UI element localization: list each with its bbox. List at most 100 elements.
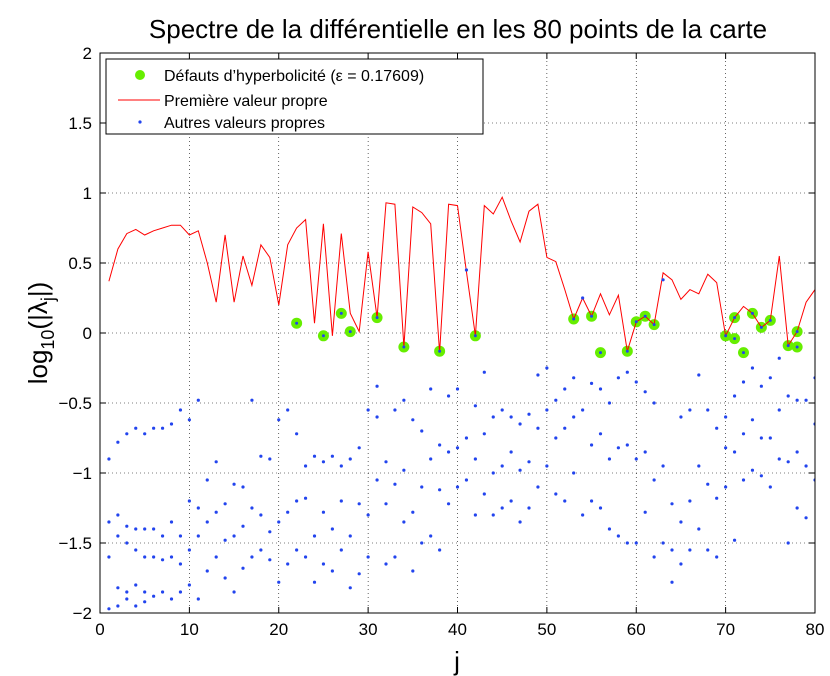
defect-center-point <box>768 318 772 322</box>
other-eigenvalue-point <box>241 566 245 570</box>
other-eigenvalue-point <box>706 548 710 552</box>
other-eigenvalue-point <box>223 502 227 506</box>
other-eigenvalue-point <box>286 408 290 412</box>
other-eigenvalue-point <box>724 446 728 450</box>
other-eigenvalue-point <box>393 408 397 412</box>
other-eigenvalue-point <box>625 443 629 447</box>
other-eigenvalue-point <box>330 569 334 573</box>
other-eigenvalue-point <box>357 572 361 576</box>
other-eigenvalue-point <box>214 460 218 464</box>
other-eigenvalue-point <box>357 446 361 450</box>
x-tick-label: 30 <box>359 620 378 639</box>
other-eigenvalue-point <box>518 422 522 426</box>
other-eigenvalue-point <box>303 496 308 500</box>
other-eigenvalue-point <box>563 387 567 391</box>
other-eigenvalue-point <box>527 412 531 416</box>
other-eigenvalue-point <box>688 548 692 552</box>
other-eigenvalue-point <box>152 594 156 598</box>
other-eigenvalue-point <box>107 555 111 559</box>
other-eigenvalue-point <box>643 390 647 394</box>
other-eigenvalue-point <box>107 607 111 611</box>
other-eigenvalue-point <box>786 460 790 464</box>
other-eigenvalue-point <box>732 450 737 454</box>
defect-center-point <box>733 337 737 341</box>
other-eigenvalue-point <box>259 548 263 552</box>
other-eigenvalue-point <box>259 513 263 517</box>
other-eigenvalue-point <box>125 541 129 545</box>
legend-marker-others <box>138 120 142 124</box>
other-eigenvalue-point <box>661 464 665 468</box>
x-tick-label: 40 <box>448 620 467 639</box>
other-eigenvalue-point <box>205 520 209 524</box>
other-eigenvalue-point <box>706 408 710 412</box>
other-eigenvalue-point <box>670 548 674 552</box>
other-eigenvalue-point <box>634 380 638 384</box>
other-eigenvalue-point <box>768 485 772 489</box>
other-eigenvalue-point <box>455 387 460 391</box>
other-eigenvalue-point <box>536 426 540 430</box>
defect-center-point <box>795 330 799 334</box>
other-eigenvalue-point <box>143 600 147 604</box>
other-eigenvalue-point <box>223 538 227 542</box>
x-axis-label: j <box>453 646 460 676</box>
other-eigenvalue-point <box>581 513 585 517</box>
other-eigenvalue-point <box>160 534 165 538</box>
other-eigenvalue-point <box>536 373 540 377</box>
other-eigenvalue-point <box>795 506 799 510</box>
other-eigenvalue-point <box>581 408 585 412</box>
other-eigenvalue-point <box>750 468 755 472</box>
other-eigenvalue-point <box>241 524 245 528</box>
other-eigenvalue-point <box>214 510 218 514</box>
other-eigenvalue-point <box>321 510 326 514</box>
other-eigenvalue-point <box>205 478 209 482</box>
other-eigenvalue-point <box>491 415 495 419</box>
other-eigenvalue-point <box>295 548 299 552</box>
other-eigenvalue-point <box>554 492 558 496</box>
other-eigenvalue-point <box>750 418 755 422</box>
x-tick-label: 80 <box>806 620 825 639</box>
other-eigenvalue-point <box>482 432 486 436</box>
other-eigenvalue-point <box>545 464 549 468</box>
other-eigenvalue-point <box>697 373 701 377</box>
defect-center-point <box>348 330 352 334</box>
y-tick-label: 0.5 <box>68 254 92 273</box>
other-eigenvalue-point <box>420 485 424 489</box>
defect-center-point <box>590 314 594 318</box>
defect-center-point <box>786 344 790 348</box>
other-eigenvalue-point <box>384 460 388 464</box>
other-eigenvalue-point <box>321 562 326 566</box>
y-label-main: log <box>23 350 53 385</box>
other-eigenvalue-point <box>268 558 272 562</box>
other-eigenvalue-point <box>545 366 549 370</box>
other-eigenvalue-point <box>187 583 191 587</box>
other-eigenvalue-point <box>330 454 334 458</box>
other-eigenvalue-point <box>598 432 603 436</box>
other-eigenvalue-point <box>464 478 469 482</box>
other-eigenvalue-point <box>223 576 227 580</box>
other-eigenvalue-point <box>348 586 352 590</box>
other-eigenvalue-point <box>509 415 513 419</box>
y-tick-label: 1.5 <box>68 114 92 133</box>
defect-center-point <box>724 334 728 338</box>
other-eigenvalue-point <box>438 548 442 552</box>
grid <box>100 53 815 613</box>
legend-label-others: Autres valeurs propres <box>164 115 325 132</box>
defect-center-point <box>599 351 602 355</box>
first-eigenvalue-line <box>108 195 815 353</box>
other-eigenvalue-point <box>554 436 558 440</box>
chart-title: Spectre de la différentielle en les 80 p… <box>149 14 767 44</box>
other-eigenvalue-point <box>312 534 317 538</box>
defect-center-point <box>402 345 406 349</box>
other-eigenvalue-point <box>643 450 647 454</box>
other-eigenvalue-point <box>670 580 674 584</box>
other-eigenvalue-point <box>804 516 808 520</box>
other-eigenvalue-point <box>634 541 638 545</box>
other-eigenvalue-point <box>625 370 629 374</box>
other-eigenvalue-point <box>143 432 147 436</box>
other-eigenvalue-point <box>572 471 576 475</box>
other-eigenvalue-point <box>214 555 218 559</box>
other-eigenvalue-point <box>339 464 343 468</box>
defect-center-point <box>295 321 299 325</box>
other-eigenvalue-point <box>607 401 612 405</box>
